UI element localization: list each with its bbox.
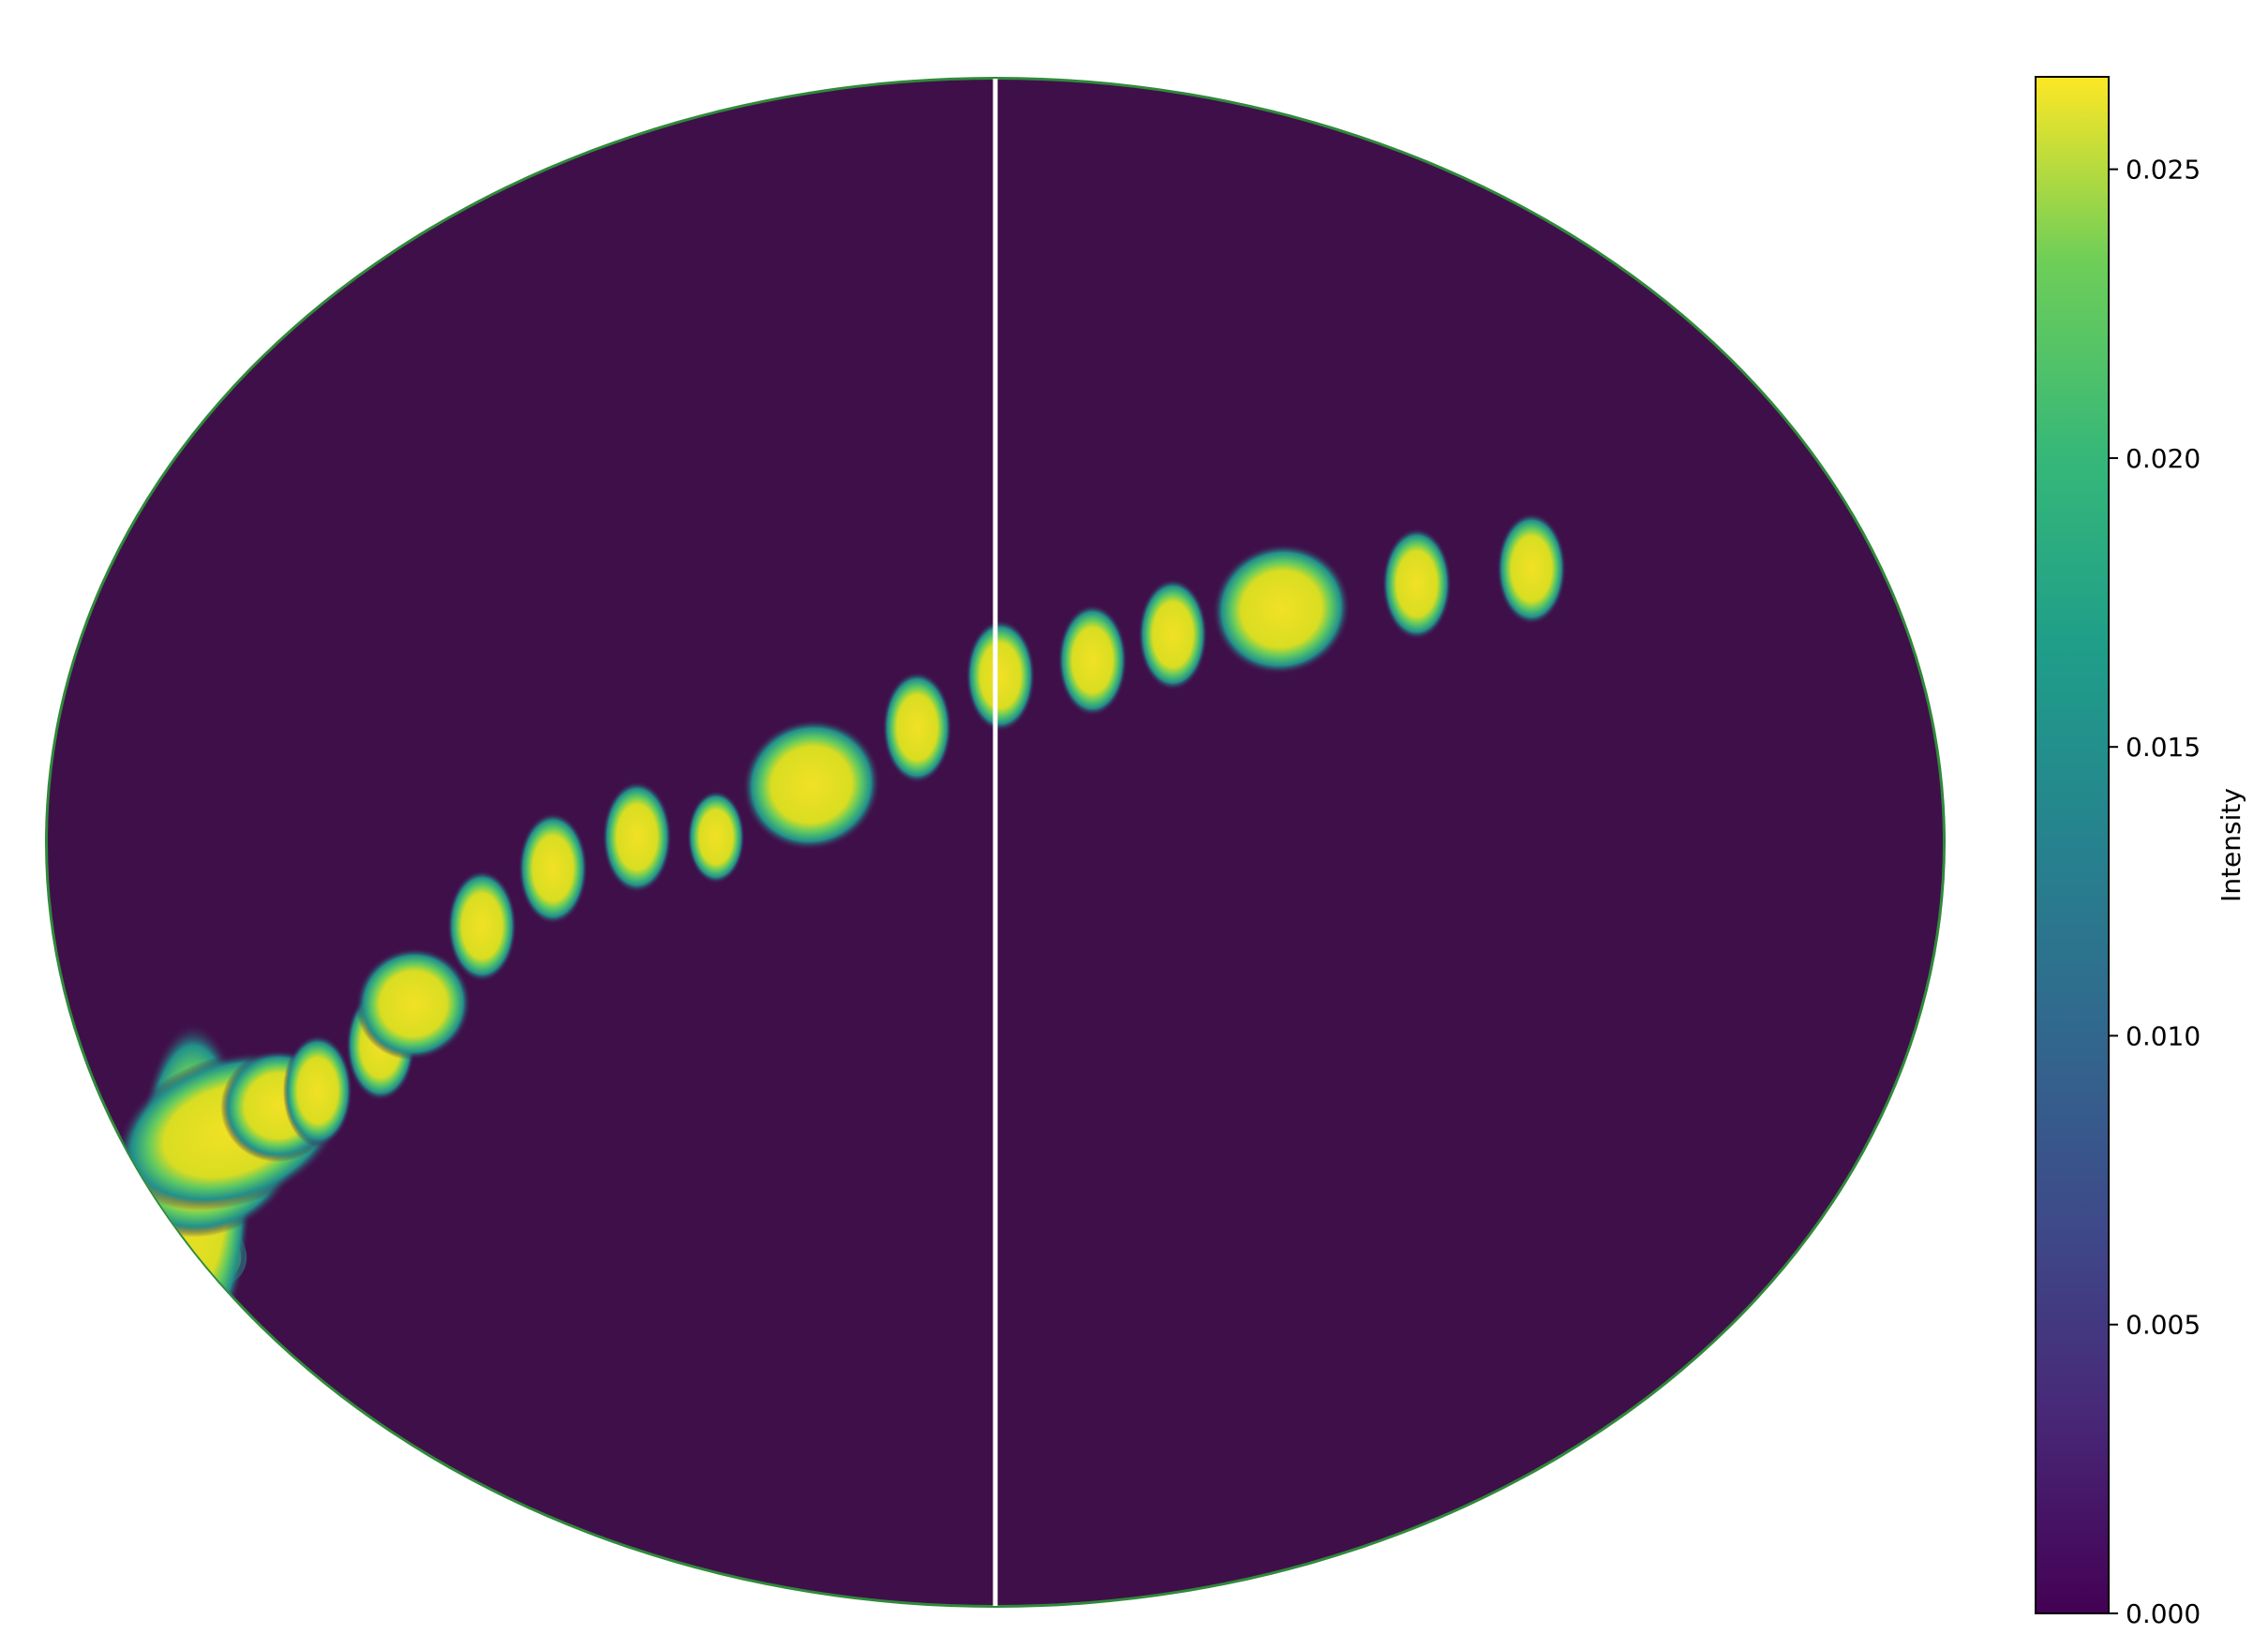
colorbar-ticks: 0.000 0.005 0.010 0.015 0.020 0.025: [2109, 155, 2201, 1629]
colorbar-tick-label: 0.015: [2126, 732, 2201, 763]
colorbar-tick-label: 0.005: [2126, 1310, 2201, 1341]
colorbar-gradient: [2035, 76, 2110, 1614]
source-blob: [1381, 527, 1452, 640]
source-blob: [1212, 542, 1350, 676]
colorbar-tick-label: 0.010: [2126, 1020, 2201, 1051]
source-blob: [447, 869, 517, 983]
source-blob: [282, 1034, 353, 1147]
colorbar: 0.000 0.005 0.010 0.015 0.020 0.025 Intensity: [2035, 76, 2246, 1629]
colorbar-tick-label: 0.000: [2126, 1598, 2201, 1629]
source-blob: [355, 947, 471, 1061]
source-blob: [742, 719, 881, 851]
source-blob: [602, 780, 672, 894]
colorbar-tick-label: 0.025: [2126, 155, 2201, 186]
colorbar-label: Intensity: [2216, 788, 2246, 902]
source-blob: [965, 619, 1036, 732]
sources-layer: [113, 513, 1567, 1359]
source-blob: [1057, 603, 1127, 717]
source-blob: [1497, 513, 1567, 625]
source-blob: [1138, 578, 1208, 691]
source-blob: [687, 790, 745, 884]
sky-map: [45, 77, 1946, 1608]
colorbar-tick-label: 0.020: [2126, 443, 2201, 474]
source-blob: [882, 671, 952, 784]
source-blob: [517, 812, 589, 925]
